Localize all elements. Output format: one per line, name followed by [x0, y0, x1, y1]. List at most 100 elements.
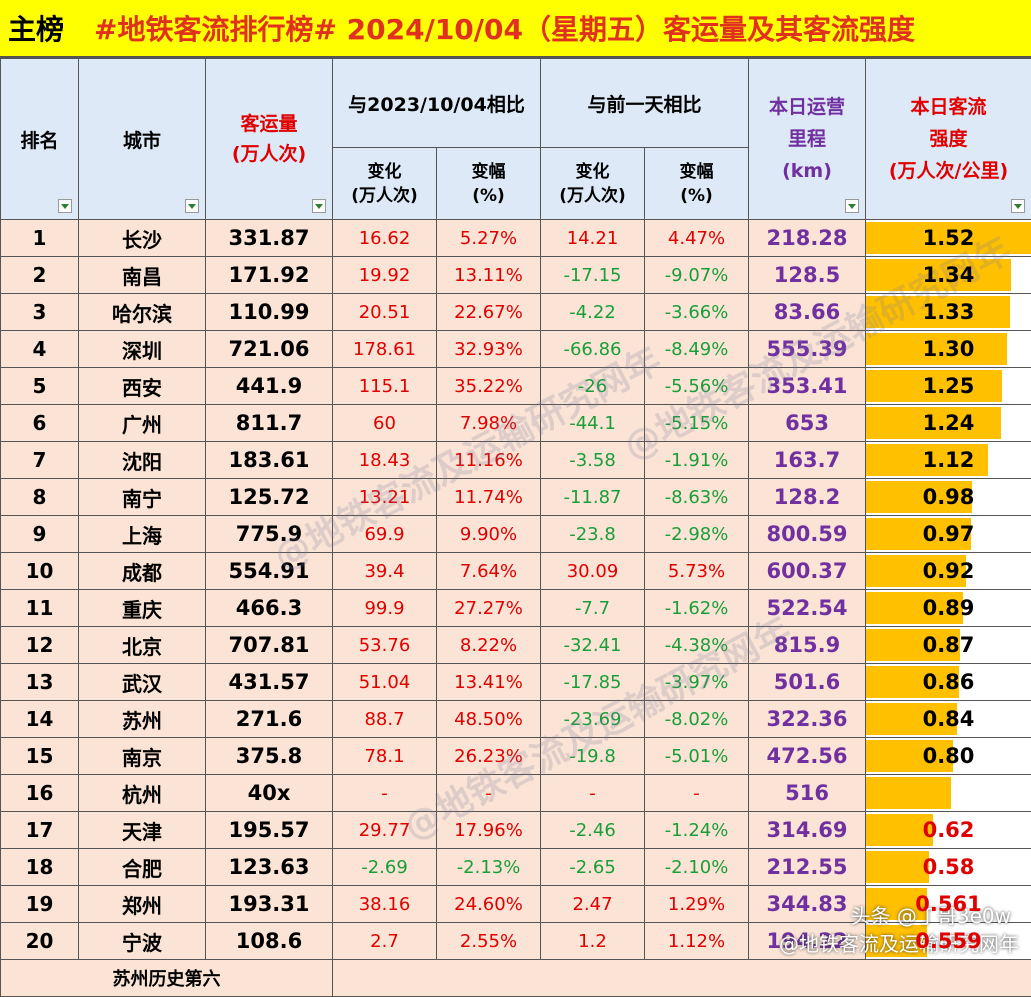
header-rank[interactable]: 排名 — [1, 59, 79, 220]
yoy-change-cell: 19.92 — [333, 257, 437, 294]
header-volume[interactable]: 客运量 (万人次) — [206, 59, 333, 220]
filter-dropdown-icon[interactable] — [845, 199, 859, 213]
mileage-cell: 344.83 — [749, 886, 866, 923]
city-cell: 南昌 — [79, 257, 206, 294]
intensity-cell: 0.84 — [866, 701, 1031, 738]
yoy-change-cell: - — [333, 775, 437, 812]
yoy-pct-cell: 11.16% — [437, 442, 541, 479]
credit-weibo: @地铁客流及运输研究网年 — [779, 928, 1019, 957]
intensity-cell: 0.89 — [866, 590, 1031, 627]
city-cell: 南京 — [79, 738, 206, 775]
dod-pct-cell: 1.29% — [645, 886, 749, 923]
mileage-cell: 800.59 — [749, 516, 866, 553]
footer-empty — [333, 960, 1031, 997]
header-mileage[interactable]: 本日运营 里程 (km) — [749, 59, 866, 220]
intensity-cell: 1.33 — [866, 294, 1031, 331]
intensity-value: 0.87 — [923, 633, 975, 657]
volume-cell: 123.63 — [206, 849, 333, 886]
dod-pct-cell: -8.63% — [645, 479, 749, 516]
header-dod: 与前一天相比 — [541, 59, 749, 148]
dod-change-cell: -23.69 — [541, 701, 645, 738]
volume-cell: 331.87 — [206, 220, 333, 257]
yoy-change-cell: 88.7 — [333, 701, 437, 738]
rank-cell: 5 — [1, 368, 79, 405]
title-bar: 主榜 #地铁客流排行榜# 2024/10/04（星期五）客运量及其客流强度 — [0, 0, 1031, 58]
filter-dropdown-icon[interactable] — [185, 199, 199, 213]
mileage-cell: 322.36 — [749, 701, 866, 738]
intensity-value: 1.25 — [923, 374, 975, 398]
yoy-pct-cell: 26.23% — [437, 738, 541, 775]
ranking-table: 排名 城市 客运量 (万人次) 与2023/10/04相比 与前一天相比 本日运… — [0, 58, 1031, 997]
city-cell: 深圳 — [79, 331, 206, 368]
city-cell: 天津 — [79, 812, 206, 849]
intensity-value: 0.62 — [923, 818, 975, 842]
dod-pct-cell: -1.62% — [645, 590, 749, 627]
dod-change-cell: -11.87 — [541, 479, 645, 516]
volume-cell: 431.57 — [206, 664, 333, 701]
filter-dropdown-icon[interactable] — [312, 199, 326, 213]
yoy-pct-cell: 22.67% — [437, 294, 541, 331]
rank-cell: 2 — [1, 257, 79, 294]
yoy-pct-cell: 35.22% — [437, 368, 541, 405]
intensity-value: 1.12 — [923, 448, 975, 472]
filter-dropdown-icon[interactable] — [58, 199, 72, 213]
dod-pct-cell: -8.49% — [645, 331, 749, 368]
dod-change-cell: 30.09 — [541, 553, 645, 590]
header-dod-change: 变化 (万人次) — [541, 148, 645, 220]
dod-change-cell: -17.85 — [541, 664, 645, 701]
volume-cell: 171.92 — [206, 257, 333, 294]
rank-cell: 18 — [1, 849, 79, 886]
mileage-cell: 353.41 — [749, 368, 866, 405]
mileage-cell: 128.5 — [749, 257, 866, 294]
mileage-cell: 83.66 — [749, 294, 866, 331]
intensity-cell: 1.12 — [866, 442, 1031, 479]
header-city[interactable]: 城市 — [79, 59, 206, 220]
intensity-value: 0.92 — [923, 559, 975, 583]
mileage-cell: 314.69 — [749, 812, 866, 849]
city-cell: 长沙 — [79, 220, 206, 257]
mileage-cell: 212.55 — [749, 849, 866, 886]
filter-dropdown-icon[interactable] — [1011, 199, 1025, 213]
yoy-change-cell: 38.16 — [333, 886, 437, 923]
rank-cell: 12 — [1, 627, 79, 664]
dod-pct-cell: -1.91% — [645, 442, 749, 479]
yoy-change-cell: 29.77 — [333, 812, 437, 849]
yoy-change-cell: 178.61 — [333, 331, 437, 368]
rank-cell: 11 — [1, 590, 79, 627]
intensity-cell: 1.25 — [866, 368, 1031, 405]
dod-change-cell: -44.1 — [541, 405, 645, 442]
dod-change-cell: 14.21 — [541, 220, 645, 257]
rank-cell: 10 — [1, 553, 79, 590]
yoy-change-cell: 20.51 — [333, 294, 437, 331]
header-intensity[interactable]: 本日客流 强度 (万人次/公里) — [866, 59, 1031, 220]
mileage-cell: 128.2 — [749, 479, 866, 516]
yoy-pct-cell: 24.60% — [437, 886, 541, 923]
dod-pct-cell: -1.24% — [645, 812, 749, 849]
intensity-cell: 1.24 — [866, 405, 1031, 442]
yoy-change-cell: 60 — [333, 405, 437, 442]
volume-cell: 375.8 — [206, 738, 333, 775]
mileage-cell: 600.37 — [749, 553, 866, 590]
dod-change-cell: -19.8 — [541, 738, 645, 775]
intensity-cell: 0.97 — [866, 516, 1031, 553]
city-cell: 成都 — [79, 553, 206, 590]
yoy-change-cell: 2.7 — [333, 923, 437, 960]
dod-change-cell: -7.7 — [541, 590, 645, 627]
dod-change-cell: -2.65 — [541, 849, 645, 886]
volume-cell: 108.6 — [206, 923, 333, 960]
mileage-cell: 522.54 — [749, 590, 866, 627]
intensity-value: 0.559 — [915, 929, 981, 953]
volume-cell: 40x — [206, 775, 333, 812]
intensity-cell: 0.92 — [866, 553, 1031, 590]
yoy-pct-cell: 11.74% — [437, 479, 541, 516]
intensity-value: 0.561 — [915, 892, 981, 916]
rank-cell: 3 — [1, 294, 79, 331]
intensity-value: 0.80 — [923, 744, 975, 768]
intensity-bar — [866, 851, 929, 883]
dod-change-cell: 2.47 — [541, 886, 645, 923]
rank-cell: 6 — [1, 405, 79, 442]
volume-cell: 721.06 — [206, 331, 333, 368]
